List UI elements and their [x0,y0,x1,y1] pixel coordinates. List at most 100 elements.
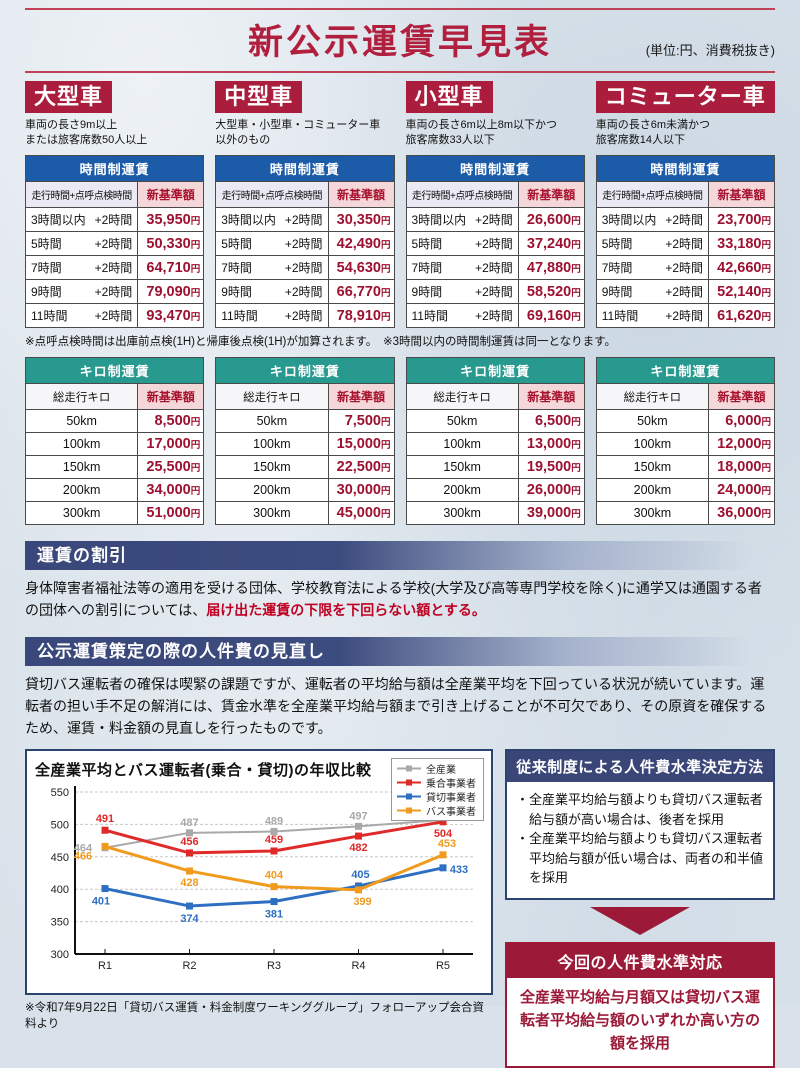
svg-text:466: 466 [74,851,92,863]
fare-amount-cell: 34,000円 [137,478,205,502]
check-hours: +2時間 [475,213,513,227]
svg-text:450: 450 [51,852,69,864]
yen-suffix: 円 [190,215,201,227]
svg-text:459: 459 [265,834,283,846]
table-subheader-row: 総走行キロ 新基準額 [24,383,205,410]
fare-amount: 8,500 [154,413,191,429]
drive-hours: 7時間 [221,261,252,275]
km-label-cell: 300km [405,501,519,525]
legend-line-marker-icon [397,793,421,800]
yen-suffix: 円 [761,311,771,323]
km-fare-row: 300km 51,000円 [24,501,205,525]
yen-suffix: 円 [190,239,201,251]
svg-text:428: 428 [180,877,198,889]
yen-suffix: 円 [571,440,581,451]
km-label-cell: 50km [405,409,519,433]
km-label-cell: 200km [405,478,519,502]
check-hours: +2時間 [94,261,133,275]
legend-item: 貸切事業者 [397,789,476,804]
yen-suffix: 円 [190,440,201,451]
time-fare-row: 3時間以内 +2時間 35,950円 [24,207,205,232]
yen-suffix: 円 [571,509,581,520]
table-header-row: キロ制運賃 [24,357,205,384]
fare-amount-cell: 69,160円 [517,303,585,328]
svg-text:R4: R4 [351,960,365,972]
yen-suffix: 円 [761,463,771,474]
legend-item: 乗合事業者 [397,775,476,790]
discount-heading-label: 運賃の割引 [37,546,127,565]
current-method-box: 今回の人件費水準対応 全産業平均給与月額又は貸切バス運転者平均給与額のいずれか高… [505,941,775,1068]
km-fare-row: 150km 18,000円 [595,455,775,479]
km-label-cell: 300km [215,501,329,525]
categories-row: 大型車 車両の長さ9m以上 または旅客席数50人以上 時間制運賃 走行時間+点呼点検時… [24,81,776,328]
legend-line-marker-icon [397,765,421,772]
fare-amount-cell: 45,000円 [327,501,395,525]
fare-amount: 7,500 [344,413,381,429]
category-badge-wrap: 中型車 [215,81,394,115]
km-fare-row: 100km 15,000円 [215,432,395,456]
fare-amount-cell: 39,000円 [517,501,585,525]
check-hours: +2時間 [665,309,704,323]
km-fare-table: キロ制運賃 総走行キロ 新基準額 50km 6,500円 100km 13,000円 150k… [405,357,585,525]
new-base-col-header: 新基準額 [517,181,585,208]
new-base-col-header: 新基準額 [327,383,395,410]
fare-amount: 79,090 [146,283,191,300]
down-arrow-icon [590,906,690,935]
yen-suffix: 円 [761,417,771,428]
km-label-cell: 150km [215,455,329,479]
category-column-3: 小型車 車両の長さ6m以上8m以下かつ 旅客席数33人以下 時間制運賃 走行時間+点呼… [405,81,585,328]
fare-amount-cell: 25,500円 [137,455,205,479]
fare-amount-cell: 22,500円 [327,455,395,479]
time-fare-row: 5時間 +2時間 50,330円 [24,231,205,256]
svg-text:500: 500 [51,820,69,832]
time-label-cell: 5時間 +2時間 [215,231,329,256]
check-hours: +2時間 [475,285,513,299]
fare-amount: 54,630 [336,259,381,276]
drive-hours: 9時間 [411,285,443,299]
time-table-title: 時間制運賃 [24,155,205,182]
category-badge-wrap: 小型車 [405,81,585,115]
fare-amount-cell: 35,950円 [137,207,205,232]
km-label-cell: 300km [24,501,139,525]
time-label-cell: 3時間以内 +2時間 [595,207,710,232]
time-label-cell: 7時間 +2時間 [24,255,139,280]
fare-amount: 58,520 [526,283,572,300]
discount-section-heading: 運賃の割引 [25,541,775,570]
svg-text:453: 453 [438,838,456,850]
legend-label: バス事業者 [426,806,476,818]
legacy-bullet: ・全産業平均給与額よりも貸切バス運転者給与額が高い場合は、後者を採用 [516,792,763,827]
category-badge: 大型車 [25,81,113,113]
time-fare-row: 9時間 +2時間 52,140円 [595,279,775,304]
svg-text:464: 464 [74,843,93,855]
time-fare-row: 11時間 +2時間 78,910円 [215,303,395,328]
check-hours: +2時間 [475,261,513,275]
km-fare-row: 100km 13,000円 [405,432,585,456]
fare-amount: 33,180 [717,235,762,252]
time-fare-row: 7時間 +2時間 42,660円 [595,255,775,280]
time-label-cell: 3時間以内 +2時間 [215,207,329,232]
svg-text:504: 504 [434,828,453,840]
check-hours: +2時間 [665,261,704,275]
check-hours: +2時間 [665,237,704,251]
time-fare-row: 5時間 +2時間 37,240円 [405,231,585,256]
fare-amount: 15,000 [336,436,381,452]
time-fare-row: 11時間 +2時間 61,620円 [595,303,775,328]
time-col-header: 走行時間+点呼点検時間 [24,181,139,208]
right-panel: 従来制度による人件費水準決定方法 ・全産業平均給与額よりも貸切バス運転者給与額が… [505,749,775,1068]
fare-amount-cell: 36,000円 [708,501,775,525]
time-fare-row: 9時間 +2時間 66,770円 [215,279,395,304]
legacy-method-box: 従来制度による人件費水準決定方法 ・全産業平均給与額よりも貸切バス運転者給与額が… [505,749,775,900]
km-fare-row: 150km 25,500円 [24,455,205,479]
fare-amount-cell: 66,770円 [327,279,395,304]
fare-amount-cell: 54,630円 [327,255,395,280]
fare-amount: 19,500 [526,459,572,475]
time-label-cell: 5時間 +2時間 [595,231,710,256]
chart-title: 全産業平均とバス運転者(乗合・貸切)の年収比較 [35,762,372,780]
yen-suffix: 円 [571,311,581,323]
time-label-cell: 5時間 +2時間 [405,231,519,256]
drive-hours: 3時間以内 [221,213,276,227]
time-label-cell: 9時間 +2時間 [405,279,519,304]
title-band: 新公示運賃早見表 (単位:円、消費税抜き) [25,10,775,71]
fare-amount: 23,700 [717,211,762,228]
legacy-method-heading: 従来制度による人件費水準決定方法 [507,751,773,783]
